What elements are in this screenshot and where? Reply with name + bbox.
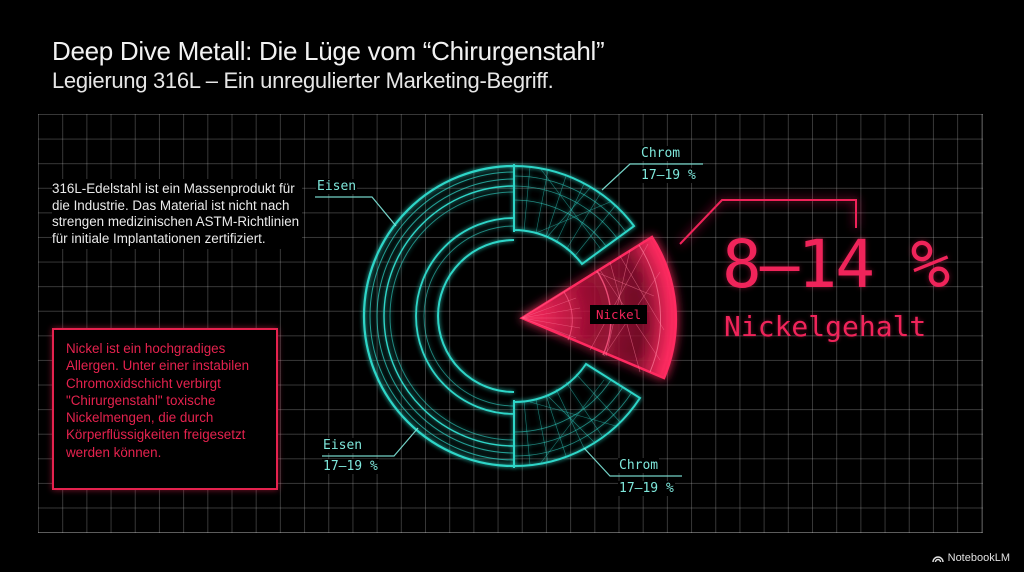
- page-title: Deep Dive Metall: Die Lüge vom “Chirurge…: [52, 36, 605, 66]
- label-eisen-bottom-value: 17–19 %: [322, 459, 379, 474]
- notebooklm-logo-icon: [931, 555, 944, 562]
- iron-chrome-rings: [362, 164, 642, 468]
- label-chrom-bottom-name: Chrom: [618, 458, 660, 473]
- label-chrom-top-value: 17–19 %: [640, 168, 697, 183]
- label-leader-lines: [315, 163, 703, 477]
- nickel-percentage: 8–14 %: [722, 226, 950, 303]
- label-eisen-top: Eisen: [316, 179, 358, 194]
- label-eisen-bottom-name: Eisen: [322, 438, 364, 453]
- nickel-percentage-label: Nickelgehalt: [724, 310, 927, 343]
- label-chrom-top-name: Chrom: [640, 146, 682, 161]
- brand-watermark: NotebookLM: [931, 552, 1010, 564]
- brand-name: NotebookLM: [947, 552, 1010, 564]
- label-nickel: Nickel: [590, 305, 648, 324]
- intro-text: 316L-Edelstahl ist ein Massenprodukt für…: [52, 179, 302, 249]
- nickel-callout-line: [679, 199, 857, 245]
- page-subtitle: Legierung 316L – Ein unregulierter Marke…: [52, 68, 554, 93]
- warning-text: Nickel ist ein hochgradiges Allergen. Un…: [66, 341, 250, 460]
- label-chrom-bottom-value: 17–19 %: [618, 481, 675, 496]
- warning-box: Nickel ist ein hochgradiges Allergen. Un…: [52, 328, 278, 490]
